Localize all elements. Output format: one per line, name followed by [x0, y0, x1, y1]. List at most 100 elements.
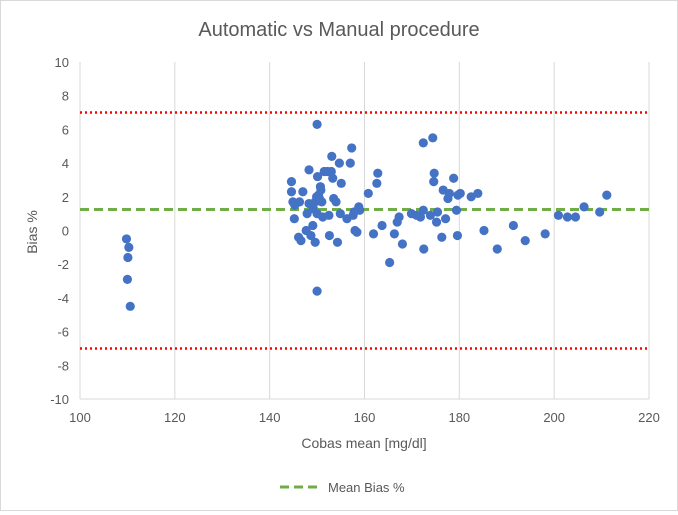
- y-tick-label: 2: [62, 190, 69, 205]
- data-point: [332, 237, 343, 247]
- data-point: [352, 227, 362, 237]
- data-point: [479, 225, 489, 236]
- data-point: [363, 188, 373, 199]
- x-tick-label: 180: [448, 410, 470, 425]
- data-point: [328, 173, 338, 183]
- data-point: [431, 217, 442, 227]
- data-point: [432, 207, 443, 217]
- data-point: [429, 177, 439, 187]
- gridlines: [174, 62, 650, 399]
- x-tick-label: 220: [638, 410, 660, 425]
- y-tick-label: 0: [62, 224, 69, 239]
- x-tick-label: 100: [69, 410, 91, 425]
- y-tick-label: 6: [62, 122, 69, 137]
- y-tick-label: -6: [57, 325, 69, 340]
- y-tick-label: 8: [62, 89, 69, 104]
- data-point: [473, 188, 483, 199]
- data-point: [373, 168, 383, 178]
- data-point: [368, 229, 379, 239]
- data-point: [312, 119, 322, 129]
- data-point: [455, 188, 465, 199]
- data-point: [449, 173, 459, 183]
- data-point: [355, 205, 365, 215]
- y-tick-label: -4: [57, 291, 69, 306]
- data-point: [419, 244, 429, 254]
- data-point: [123, 252, 133, 263]
- data-point: [289, 214, 299, 224]
- data-point: [437, 232, 447, 242]
- y-tick-label: -10: [50, 392, 69, 407]
- y-tick-label: -2: [57, 257, 69, 272]
- data-point: [425, 210, 436, 220]
- data-point: [334, 158, 344, 168]
- data-point: [595, 207, 605, 217]
- data-point: [451, 205, 462, 215]
- data-point: [602, 190, 612, 200]
- data-point: [302, 209, 312, 219]
- data-point: [492, 244, 502, 254]
- data-point: [327, 151, 337, 161]
- data-point: [562, 212, 573, 222]
- data-point: [345, 158, 355, 168]
- data-point: [125, 301, 135, 311]
- data-point: [540, 229, 550, 239]
- data-point: [418, 205, 428, 215]
- x-tick-label: 120: [164, 410, 186, 425]
- data-point: [397, 239, 408, 249]
- data-point: [312, 286, 322, 296]
- data-point: [304, 165, 314, 175]
- legend: Mean Bias %: [280, 480, 405, 495]
- chart-title: Automatic vs Manual procedure: [198, 19, 479, 41]
- legend-label-mean-bias: Mean Bias %: [328, 480, 405, 495]
- data-point: [372, 178, 382, 188]
- data-point: [294, 197, 305, 207]
- data-point: [440, 214, 451, 224]
- x-tick-labels: 100 120 140 160 180 200 220: [69, 410, 660, 425]
- data-point: [312, 171, 323, 182]
- data-point: [508, 220, 518, 231]
- x-tick-label: 140: [259, 410, 281, 425]
- data-point: [331, 197, 341, 207]
- data-point: [286, 187, 297, 197]
- data-point: [324, 230, 335, 241]
- data-point: [418, 138, 428, 148]
- data-point: [428, 133, 438, 143]
- data-point: [579, 202, 589, 212]
- y-tick-label: 10: [55, 55, 69, 70]
- axes: [79, 62, 649, 400]
- data-point: [444, 188, 454, 199]
- data-point: [316, 185, 326, 195]
- data-point: [377, 220, 387, 231]
- y-tick-label: -8: [57, 358, 69, 373]
- reference-lines: [80, 111, 649, 350]
- data-point: [389, 229, 399, 239]
- data-point: [124, 242, 134, 252]
- x-tick-label: 160: [354, 410, 376, 425]
- data-point: [452, 230, 463, 241]
- data-points: [121, 119, 612, 311]
- data-point: [570, 212, 581, 222]
- data-point: [335, 209, 345, 219]
- data-point: [324, 210, 334, 220]
- data-point: [429, 168, 439, 178]
- data-point: [336, 178, 346, 188]
- data-point: [306, 230, 316, 241]
- y-tick-labels: -10 -8 -6 -4 -2 0 2 4 6 8 10: [50, 55, 69, 407]
- data-point: [286, 177, 297, 187]
- data-point: [298, 187, 308, 197]
- y-tick-label: 4: [62, 156, 69, 171]
- data-point: [317, 197, 327, 207]
- y-axis-label: Bias %: [24, 210, 40, 254]
- x-axis-label: Cobas mean [mg/dl]: [301, 435, 426, 451]
- data-point: [121, 234, 132, 244]
- data-point: [122, 274, 133, 284]
- data-point: [520, 236, 530, 246]
- data-point: [385, 257, 395, 268]
- data-point: [308, 220, 318, 231]
- x-tick-label: 200: [543, 410, 565, 425]
- data-point: [296, 236, 306, 246]
- data-point: [347, 143, 357, 153]
- data-point: [310, 237, 320, 247]
